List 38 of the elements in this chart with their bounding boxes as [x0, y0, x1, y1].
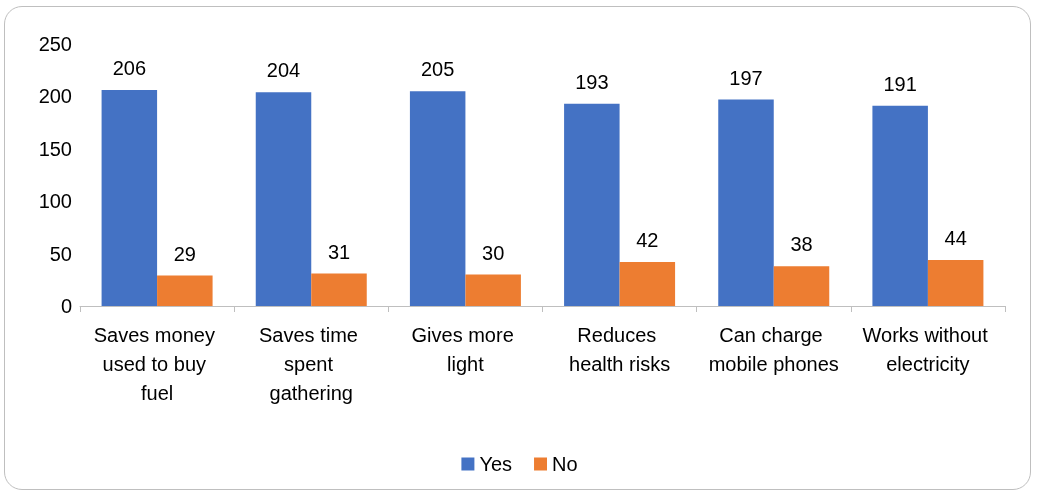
bar — [409, 91, 466, 306]
data-label: 44 — [944, 226, 967, 249]
bar — [773, 266, 830, 306]
x-tick-label: Saves money used to buy fuel — [93, 323, 221, 404]
bar — [311, 273, 367, 306]
data-label: 30 — [482, 241, 505, 264]
y-tick-label: 100 — [38, 190, 72, 213]
data-label: 206 — [112, 57, 147, 80]
y-tick-label: 0 — [60, 295, 72, 317]
y-tick-label: 50 — [49, 242, 72, 265]
data-label: 191 — [883, 72, 917, 95]
legend-label: Yes — [479, 453, 513, 475]
data-label: 193 — [575, 70, 609, 93]
y-tick-label: 250 — [38, 33, 72, 55]
bar — [718, 99, 774, 306]
x-tick-label: Can charge mobile phones — [708, 323, 839, 375]
y-tick-label: 150 — [38, 137, 72, 160]
data-label: 42 — [636, 228, 659, 251]
data-label: 31 — [327, 240, 351, 263]
data-label: 197 — [729, 66, 763, 89]
bar — [465, 274, 521, 306]
x-tick-label: Gives more light — [411, 323, 520, 375]
bar — [101, 90, 158, 306]
x-tick-label: Reduces health risks — [569, 323, 671, 375]
data-label: 29 — [173, 242, 196, 265]
data-label: 205 — [420, 58, 455, 81]
bar — [927, 259, 984, 306]
x-tick-label: Works without electricity — [862, 323, 994, 375]
bar — [619, 261, 676, 306]
bar — [872, 105, 928, 306]
x-tick-label: Saves time spent gathering — [259, 323, 364, 404]
bar — [157, 275, 213, 306]
data-label: 204 — [266, 59, 301, 82]
bar — [564, 103, 620, 306]
y-tick-label: 200 — [38, 85, 72, 108]
data-label: 38 — [790, 233, 813, 256]
bar — [255, 92, 312, 306]
legend-label: No — [552, 453, 578, 475]
